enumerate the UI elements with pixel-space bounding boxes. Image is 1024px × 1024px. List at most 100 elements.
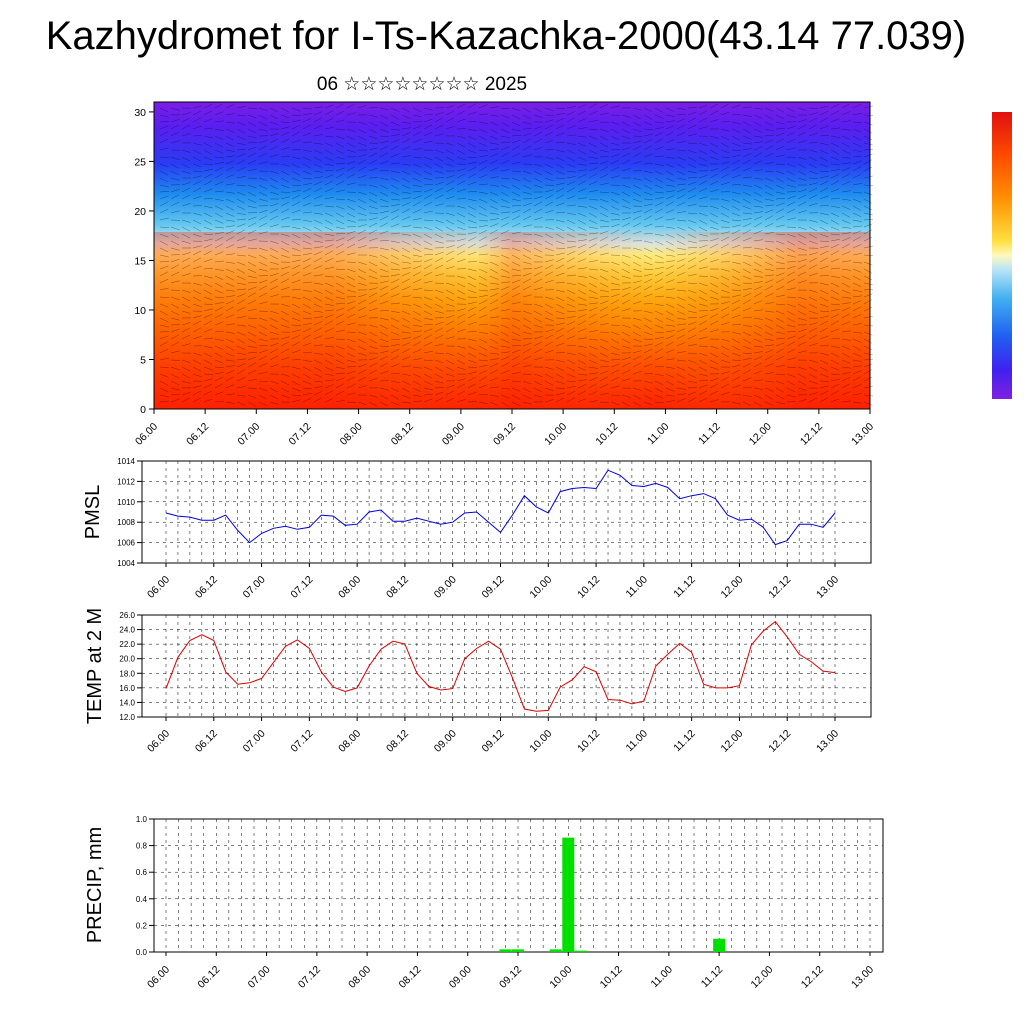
temp-xtick-label: 12.12 bbox=[766, 728, 793, 755]
pmsl-xtick-label: 08.00 bbox=[336, 574, 363, 601]
pmsl-ytick-label: 1008 bbox=[117, 518, 135, 527]
heatmap-ytick-label: 10 bbox=[134, 305, 146, 317]
chart-title: Kazhydromet for I-Ts-Kazachka-2000(43.14… bbox=[45, 14, 967, 58]
pmsl-ytick-label: 1004 bbox=[117, 559, 135, 568]
precip-xtick-label: 09.12 bbox=[497, 964, 524, 991]
heatmap-ytick-label: 20 bbox=[134, 206, 146, 218]
heatmap-ytick-label: 30 bbox=[134, 107, 146, 119]
temp-xtick-label: 10.00 bbox=[527, 728, 554, 755]
heatmap-xtick-label: 10.12 bbox=[593, 421, 620, 448]
pmsl-panel: PMSL 1004 1006 1008 1010 1012 1014 06.00 06.12 0… bbox=[82, 457, 872, 601]
heatmap-xtick-label: 10.00 bbox=[542, 421, 569, 448]
precip-ytick-label: 0.4 bbox=[136, 895, 148, 904]
pmsl-xtick-label: 10.12 bbox=[575, 574, 602, 601]
precip-xtick-label: 09.00 bbox=[447, 964, 474, 991]
pmsl-xtick-label: 07.00 bbox=[241, 574, 268, 601]
precip-bar bbox=[512, 949, 524, 952]
temp-ytick-label: 22.0 bbox=[119, 640, 135, 649]
precip-ytick-label: 1.0 bbox=[136, 815, 148, 824]
temp-xtick-label: 08.00 bbox=[336, 728, 363, 755]
heatmap-ytick-label: 25 bbox=[134, 156, 146, 168]
pmsl-ytick-label: 1006 bbox=[117, 539, 135, 548]
precip-xtick-label: 11.12 bbox=[699, 964, 726, 991]
heatmap-ytick-label: 15 bbox=[134, 255, 146, 267]
heatmap-ytick-label: 5 bbox=[140, 354, 146, 366]
temp-ytick-label: 20.0 bbox=[119, 655, 135, 664]
temp-xtick-label: 08.12 bbox=[384, 728, 411, 755]
heatmap-xtick-label: 07.12 bbox=[286, 421, 313, 448]
chart-subtitle: 06 ☆☆☆☆☆☆☆☆ 2025 bbox=[316, 74, 528, 95]
heatmap-xtick-label: 06.12 bbox=[184, 421, 211, 448]
precip-xtick-label: 07.00 bbox=[246, 964, 273, 991]
temp-xtick-label: 07.12 bbox=[288, 728, 315, 755]
temp-ytick-label: 24.0 bbox=[119, 626, 135, 635]
pmsl-series-line bbox=[165, 469, 836, 546]
precip-xtick-label: 10.12 bbox=[598, 964, 625, 991]
heatmap-xtick-label: 06.00 bbox=[133, 421, 160, 448]
temp-xtick-label: 06.12 bbox=[193, 728, 220, 755]
temp-xtick-label: 09.12 bbox=[480, 728, 507, 755]
precip-ylabel: PRECIP, mm bbox=[84, 827, 106, 943]
pmsl-xtick-label: 09.00 bbox=[432, 574, 459, 601]
precip-bar bbox=[574, 950, 587, 952]
pmsl-xtick-label: 07.12 bbox=[288, 574, 315, 601]
temp-ytick-label: 26.0 bbox=[119, 611, 135, 620]
precip-xtick-label: 08.12 bbox=[396, 964, 423, 991]
precip-panel: PRECIP, mm 0.0 0.2 0.4 0.6 0.8 1.0 06.00 06.12 0… bbox=[84, 815, 884, 991]
pmsl-xtick-label: 11.00 bbox=[623, 574, 650, 601]
heatmap-ytick-label: 0 bbox=[140, 404, 146, 416]
heatmap-xtick-label: 12.12 bbox=[798, 421, 825, 448]
temp-xtick-label: 11.00 bbox=[623, 728, 650, 755]
precip-bar bbox=[713, 938, 726, 952]
precip-xtick-label: 12.12 bbox=[799, 964, 826, 991]
heatmap-xtick-label: 09.12 bbox=[491, 421, 518, 448]
temp-ytick-label: 12.0 bbox=[119, 713, 135, 722]
precip-xtick-label: 12.00 bbox=[748, 964, 775, 991]
precip-xtick-label: 06.12 bbox=[195, 964, 222, 991]
pmsl-xtick-label: 06.00 bbox=[145, 574, 172, 601]
temp-panel: TEMP at 2 M 12.0 14.0 16.0 18.0 20.0 22.0 24.0… bbox=[84, 608, 872, 755]
precip-ytick-label: 0.0 bbox=[136, 948, 148, 957]
heatmap-xtick-label: 09.00 bbox=[440, 421, 467, 448]
pmsl-ytick-label: 1010 bbox=[117, 498, 135, 507]
temp-ytick-label: 18.0 bbox=[119, 669, 135, 678]
temp-ylabel: TEMP at 2 M bbox=[84, 608, 106, 724]
precip-ytick-label: 0.2 bbox=[136, 921, 148, 930]
pmsl-xtick-label: 12.12 bbox=[766, 574, 793, 601]
precip-bar bbox=[562, 837, 575, 952]
precip-bar bbox=[549, 949, 562, 952]
temp-xtick-label: 10.12 bbox=[575, 728, 602, 755]
heatmap-xtick-label: 11.00 bbox=[645, 421, 672, 448]
temp-xtick-label: 06.00 bbox=[145, 728, 172, 755]
heatmap-xtick-label: 07.00 bbox=[235, 421, 262, 448]
precip-xtick-label: 13.00 bbox=[849, 964, 876, 991]
pmsl-xtick-label: 12.00 bbox=[718, 574, 745, 601]
temp-ytick-label: 16.0 bbox=[119, 684, 135, 693]
temp-frame bbox=[141, 614, 872, 718]
precip-bar bbox=[499, 949, 512, 952]
precip-ytick-label: 0.8 bbox=[136, 842, 148, 851]
colorbar bbox=[992, 112, 1012, 399]
precip-ytick-label: 0.6 bbox=[136, 868, 148, 877]
pmsl-ytick-label: 1014 bbox=[117, 457, 135, 466]
heatmap-xtick-label: 08.00 bbox=[338, 421, 365, 448]
pmsl-xtick-label: 06.12 bbox=[193, 574, 220, 601]
temp-series-line bbox=[165, 620, 836, 712]
pmsl-xtick-label: 10.00 bbox=[527, 574, 554, 601]
precip-xtick-label: 11.00 bbox=[648, 964, 675, 991]
temp-xtick-label: 11.12 bbox=[671, 728, 698, 755]
precip-frame bbox=[153, 818, 884, 953]
temp-ytick-label: 14.0 bbox=[119, 698, 135, 707]
precip-xtick-label: 10.00 bbox=[547, 964, 574, 991]
heatmap-xtick-label: 13.00 bbox=[849, 421, 876, 448]
heatmap-panel: 0 5 10 15 20 25 30 06.00 06.12 07.00 07.12 08.00 08.… bbox=[133, 101, 876, 448]
heatmap-xtick-label: 08.12 bbox=[389, 421, 416, 448]
precip-xtick-label: 06.00 bbox=[145, 964, 172, 991]
pmsl-frame bbox=[141, 460, 872, 564]
pmsl-xtick-label: 09.12 bbox=[480, 574, 507, 601]
wind-barbs bbox=[159, 103, 873, 407]
temp-xtick-label: 07.00 bbox=[241, 728, 268, 755]
pmsl-xtick-label: 11.12 bbox=[671, 574, 698, 601]
precip-xtick-label: 08.00 bbox=[346, 964, 373, 991]
